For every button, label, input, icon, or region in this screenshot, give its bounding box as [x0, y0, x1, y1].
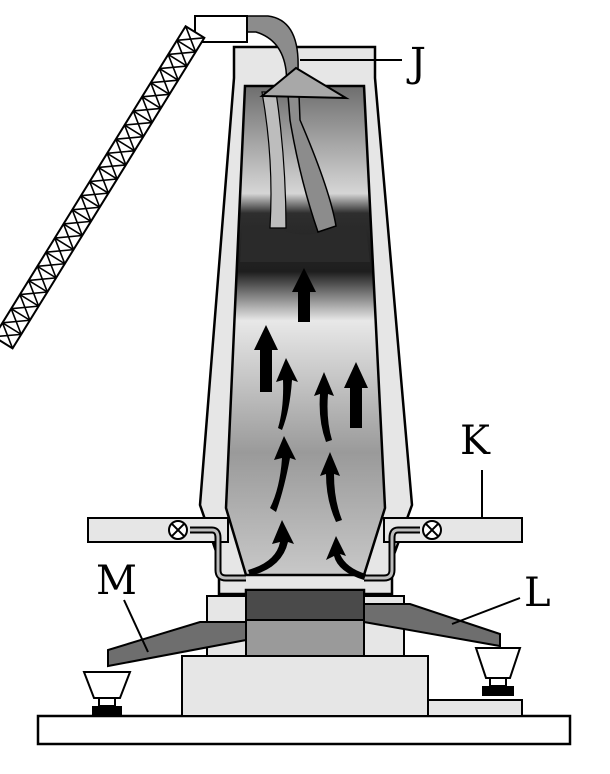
- air-pipe-left-core: [190, 528, 246, 580]
- air-ring-left: [87, 517, 229, 543]
- distributor-cone: [259, 66, 350, 100]
- foundation-block: [181, 655, 429, 717]
- curved-arrow-low-left: [248, 520, 294, 576]
- curved-arrow-mid-left: [270, 436, 296, 512]
- ground-slab: [36, 714, 572, 746]
- air-pipe-right-core: [364, 528, 420, 580]
- straight-arrow-top: [292, 268, 316, 322]
- discharge-band: [245, 589, 365, 621]
- label-j: J: [406, 40, 426, 86]
- inclined-conveyor: [0, 24, 206, 350]
- curved-arrow-low-right: [326, 536, 366, 580]
- label-k: K: [460, 418, 491, 464]
- curved-arrow-upper-left: [276, 358, 298, 430]
- feed-chute: [239, 15, 337, 233]
- gas-flow-arrows: [248, 268, 368, 580]
- label-l: L: [524, 570, 551, 616]
- leader-line-m: [123, 599, 149, 653]
- straight-arrow-left: [254, 325, 278, 392]
- leader-line-l: [451, 597, 521, 625]
- curved-arrow-upper-right: [314, 372, 334, 442]
- straight-arrow-right: [344, 362, 368, 428]
- valve-right-icon: [422, 520, 442, 540]
- support-foot-left: [82, 671, 132, 716]
- valve-left-icon: [168, 520, 188, 540]
- feed-stream: [261, 91, 287, 229]
- discharge-chute-left: [107, 621, 247, 668]
- support-foot-right: [474, 647, 522, 696]
- foundation-step: [427, 699, 523, 717]
- discharge-chute-right: [363, 603, 501, 648]
- discharge-grate: [245, 619, 365, 657]
- label-m: M: [96, 558, 137, 604]
- curved-arrow-mid-right: [320, 452, 342, 522]
- burden-surface: [240, 225, 370, 262]
